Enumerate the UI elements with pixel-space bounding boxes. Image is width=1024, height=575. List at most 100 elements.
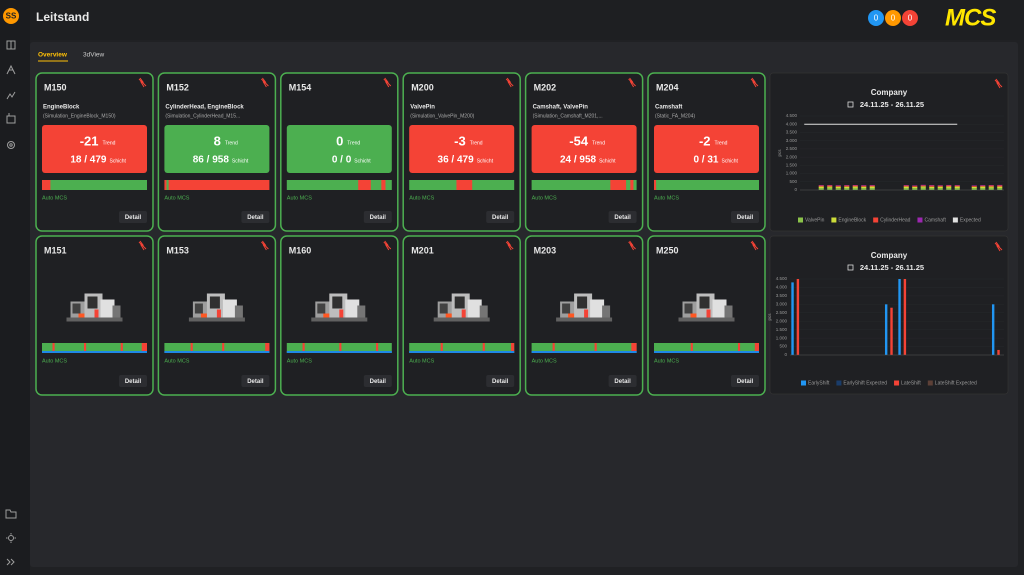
- y-tick-label: 2.500: [776, 310, 788, 315]
- bar-segment: [971, 185, 977, 187]
- legend-swatch[interactable]: [798, 217, 803, 223]
- timeline-base: [286, 351, 392, 353]
- timeline-segment: [302, 343, 305, 353]
- trend-value: 0: [336, 133, 343, 148]
- detail-button[interactable]: [486, 211, 515, 223]
- trend-value: -3: [454, 133, 466, 148]
- trend-value: -21: [80, 133, 99, 148]
- legend-swatch[interactable]: [836, 380, 842, 386]
- bar-segment: [937, 188, 943, 190]
- badge-count: 0: [874, 14, 879, 23]
- timeline-segment: [456, 180, 473, 190]
- bar-segment: [937, 185, 943, 187]
- legend-label[interactable]: LateShift: [901, 380, 921, 386]
- bar-segment: [852, 186, 858, 188]
- timeline-segment: [265, 343, 270, 353]
- bar-segment: [946, 186, 952, 188]
- timeline-segment: [286, 180, 392, 190]
- program-info: (Simulation_EngineBlock_M150): [43, 113, 116, 119]
- status-box: [654, 125, 759, 173]
- bar: [791, 282, 794, 355]
- legend-label[interactable]: Camshaft: [924, 217, 946, 223]
- machine-name: M204: [656, 82, 679, 92]
- timeline-segment: [84, 343, 87, 353]
- avatar[interactable]: [3, 8, 19, 24]
- legend-swatch[interactable]: [831, 217, 837, 223]
- legend-label[interactable]: EarlyShift Expected: [843, 380, 887, 386]
- bar-segment: [818, 185, 824, 187]
- detail-button-text: Detail: [492, 379, 509, 385]
- sidebar-icons[interactable]: [5, 40, 17, 566]
- legend-swatch[interactable]: [894, 380, 900, 386]
- offline-icon: [750, 77, 759, 88]
- bar-segment: [980, 186, 986, 189]
- detail-button[interactable]: [486, 375, 515, 387]
- machine-name: M200: [411, 82, 434, 92]
- detail-button[interactable]: [608, 375, 637, 387]
- product: ValvePin: [410, 105, 435, 111]
- timeline-base: [654, 351, 759, 353]
- timeline-segment: [164, 343, 270, 353]
- tab-active[interactable]: Overview: [38, 52, 68, 59]
- trend-label: Trend: [470, 140, 483, 146]
- legend-swatch[interactable]: [873, 217, 879, 223]
- legend-swatch[interactable]: [927, 380, 933, 386]
- mode: Auto MCS: [654, 358, 679, 364]
- mode: Auto MCS: [532, 358, 557, 364]
- y-tick-label: 4.000: [776, 285, 788, 290]
- legend-label[interactable]: CylinderHead: [880, 217, 911, 223]
- machine-name: M250: [656, 245, 679, 255]
- detail-button[interactable]: [731, 211, 759, 223]
- legend-swatch[interactable]: [952, 217, 958, 223]
- legend-label[interactable]: EngineBlock: [838, 217, 866, 223]
- timeline-segment: [120, 343, 123, 353]
- legend-swatch[interactable]: [917, 217, 923, 223]
- detail-button[interactable]: [608, 211, 637, 223]
- detail-button[interactable]: [119, 375, 147, 387]
- timeline-base: [42, 351, 147, 353]
- detail-button[interactable]: [363, 375, 392, 387]
- shift-count: 18 / 479: [70, 155, 107, 166]
- legend-label[interactable]: LateShift Expected: [935, 380, 977, 386]
- detail-button[interactable]: [241, 375, 270, 387]
- bar-segment: [861, 185, 867, 186]
- mode: Auto MCS: [654, 195, 679, 201]
- mode: Auto MCS: [42, 358, 67, 364]
- detail-button[interactable]: [119, 211, 147, 223]
- status-box: [164, 125, 270, 173]
- badge[interactable]: [885, 10, 901, 26]
- bar-segment: [920, 186, 926, 188]
- bar-segment: [852, 185, 858, 187]
- bar-segment: [929, 188, 935, 190]
- machine-name: M202: [534, 82, 557, 92]
- bar: [903, 279, 907, 355]
- y-tick-label: 1.500: [786, 163, 798, 168]
- bar-segment: [971, 188, 977, 190]
- machine-name: M150: [44, 82, 67, 92]
- timeline-segment: [339, 343, 342, 353]
- legend-swatch[interactable]: [801, 380, 806, 386]
- y-tick-label: 500: [779, 344, 787, 349]
- legend-label[interactable]: EarlyShift: [808, 380, 830, 386]
- bar-segment: [869, 185, 875, 187]
- status-box: [409, 125, 515, 173]
- offline-icon: [261, 77, 269, 88]
- status-box: [531, 125, 637, 173]
- legend-label[interactable]: ValvePin: [805, 217, 825, 223]
- badge[interactable]: [902, 10, 918, 26]
- tab[interactable]: 3dView: [83, 52, 105, 59]
- mode: Auto MCS: [164, 358, 189, 364]
- legend-label[interactable]: Expected: [960, 217, 981, 223]
- offline-icon: [628, 240, 636, 251]
- timeline-base: [531, 351, 637, 353]
- calendar-icon: [847, 264, 854, 271]
- badge[interactable]: [868, 10, 884, 26]
- detail-button[interactable]: [363, 211, 392, 223]
- detail-button[interactable]: [731, 375, 759, 387]
- y-tick-label: 3.500: [776, 293, 788, 298]
- product: Camshaft: [655, 105, 682, 111]
- timeline-segment: [409, 343, 515, 353]
- bar-segment: [869, 188, 875, 190]
- detail-button[interactable]: [241, 211, 270, 223]
- bar-segment: [954, 188, 960, 190]
